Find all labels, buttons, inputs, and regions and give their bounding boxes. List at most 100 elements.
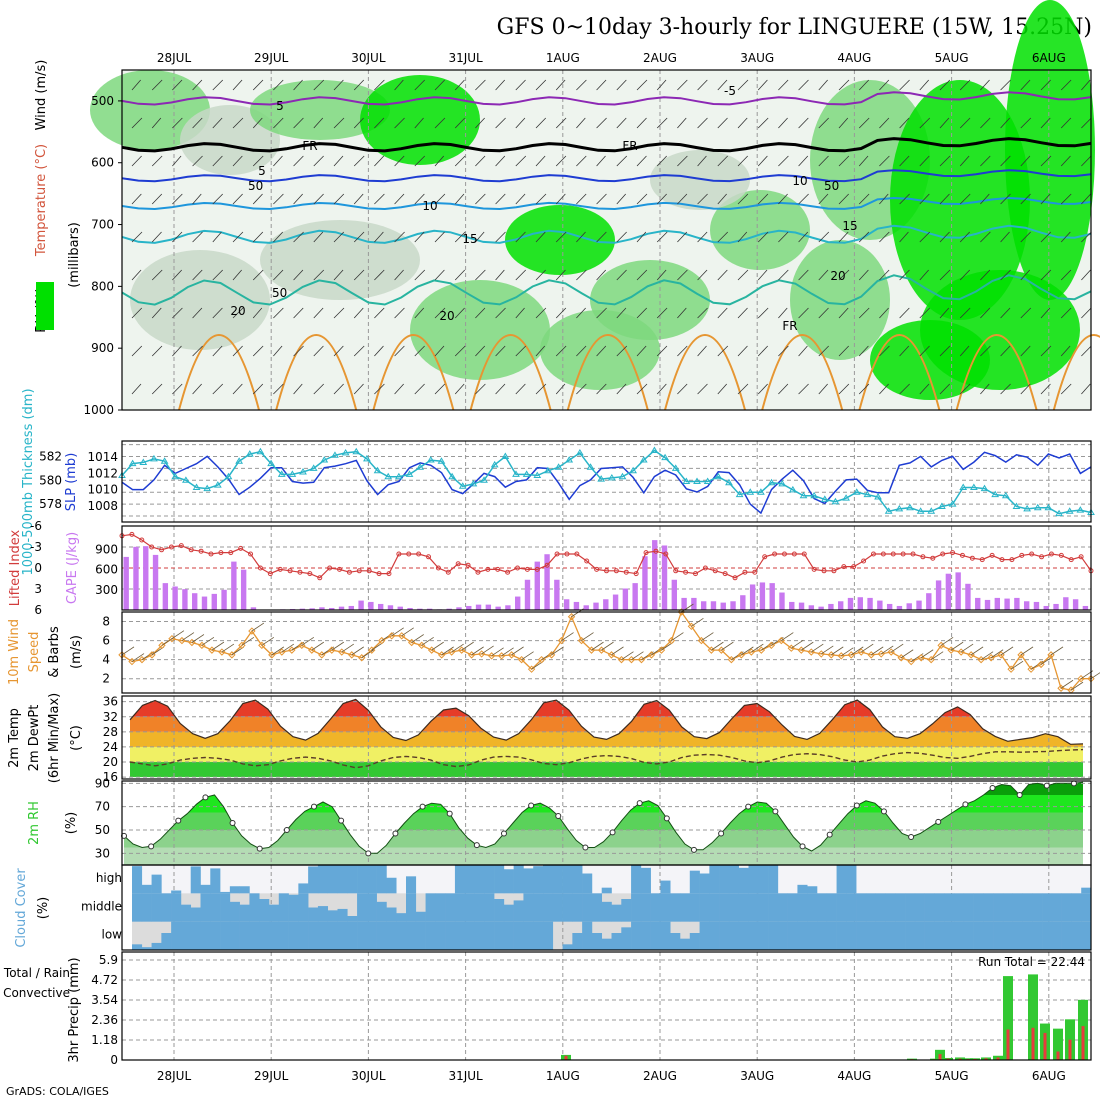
wind-barb (192, 307, 203, 319)
wind-barb (555, 155, 567, 167)
wind-barb (454, 345, 466, 357)
cloud-cell-low (728, 921, 740, 950)
thickness-point (969, 483, 978, 490)
cape-bar (573, 601, 580, 610)
date-label-top: 30JUL (351, 51, 386, 65)
wind-speed-point (837, 652, 845, 660)
wind-barb (301, 637, 315, 646)
pressure-tick: 700 (91, 218, 114, 232)
wind-barb (333, 383, 344, 395)
pressure-tick: 900 (91, 341, 114, 355)
lifted-index-point (1019, 552, 1025, 558)
cloud-cell-middle (259, 899, 270, 922)
wind-barb (576, 383, 587, 395)
wind-barb (858, 269, 869, 281)
wind-barb (1000, 383, 1011, 395)
wind-barb (313, 269, 325, 281)
wind-barb (781, 632, 794, 641)
cloud-cell-low (631, 921, 642, 950)
rh-point (718, 830, 725, 837)
cloud-cell-middle (435, 893, 446, 922)
wind-barb (899, 307, 910, 319)
panel-frame-ua (121, 69, 1092, 411)
series-line-2m-temp (129, 698, 1084, 745)
cloud-cell-middle (601, 901, 612, 922)
wind-barb (636, 383, 648, 395)
wind-barb (811, 643, 824, 653)
wind-barb (1081, 231, 1092, 243)
wind-speed-point (747, 648, 756, 656)
wind-barb (1000, 269, 1011, 281)
wind-barb (192, 269, 203, 281)
precip-convective-bar (1056, 1051, 1060, 1060)
cloud-cell-low (875, 921, 886, 950)
cloud-cell-low (533, 921, 544, 950)
lifted-index-tick: 3 (34, 582, 42, 596)
wind-barb (980, 155, 991, 167)
wind-barb (616, 231, 627, 243)
wind-barb (899, 155, 910, 167)
cloud-cell-low (376, 921, 387, 950)
lifted-index-point (1068, 557, 1074, 563)
lifted-index-point (692, 571, 698, 577)
wind-speed-point (368, 646, 376, 654)
wind-barb (919, 269, 929, 281)
isotherm-arch (178, 334, 260, 411)
wind-barb (596, 79, 607, 91)
wind-barb (273, 383, 284, 395)
wind-barb (959, 231, 970, 243)
cloud-cell-middle (738, 893, 749, 922)
wind-barb (858, 79, 870, 91)
wind-barb (919, 231, 931, 243)
wind-barb (333, 155, 344, 167)
wind-speed-point (547, 651, 556, 659)
wind-barb (1020, 193, 1031, 205)
wind-speed-point (318, 651, 326, 659)
cloud-cell-high (533, 866, 544, 894)
wind-barb (374, 79, 385, 91)
cape-bar (544, 554, 550, 610)
wind-barb (980, 345, 991, 357)
cloud-cell-middle (1051, 893, 1062, 922)
wind-barb (757, 269, 768, 281)
wind-barb (313, 231, 324, 243)
lifted-index-point (485, 566, 491, 572)
wind-barb (511, 646, 524, 656)
cloud-cell-low (171, 921, 182, 950)
thickness-point (544, 466, 552, 474)
wind-speed-point (577, 636, 586, 645)
series-line-slp (121, 451, 1092, 515)
wind-barb (232, 345, 243, 357)
axis-labels: 28JUL 28JUL 29JUL 29JUL 30JUL 30JUL 31JUL 31JUL… (3, 51, 1085, 1083)
cloud-cell-middle (406, 893, 417, 922)
wind-barb (394, 307, 405, 319)
rh-shade (180, 105, 280, 175)
cape-bar (886, 603, 893, 610)
wind-barb (131, 653, 145, 662)
wind-barb (960, 643, 974, 653)
cape-bar (172, 586, 178, 610)
panel-frame-slp (121, 440, 1092, 523)
cape-bar (1023, 601, 1030, 610)
rh-band (124, 847, 1083, 865)
cape-tick: 900 (95, 543, 118, 557)
rh-point (365, 850, 372, 857)
cloud-cell-middle (914, 893, 925, 922)
lifted-index-point (969, 555, 975, 561)
wind-barb (737, 193, 749, 205)
wind-barb (596, 383, 607, 395)
ylabel-wind-barbs: & Barbs (47, 626, 62, 678)
wind-barb (201, 637, 215, 646)
date-label-top: 4AUG (837, 51, 871, 65)
wind-barb (313, 155, 324, 167)
cloud-cell-low (807, 921, 818, 950)
wind-barb (939, 79, 951, 91)
isotherm-label: 15 (462, 232, 477, 246)
wind-barb (454, 155, 466, 167)
lifted-index-point (999, 557, 1005, 563)
cloud-cell-low (1002, 921, 1014, 950)
cloud-cell-middle (288, 894, 299, 922)
wind-barb (939, 155, 951, 167)
wind-barb (454, 79, 465, 91)
wind-barb (281, 643, 295, 653)
